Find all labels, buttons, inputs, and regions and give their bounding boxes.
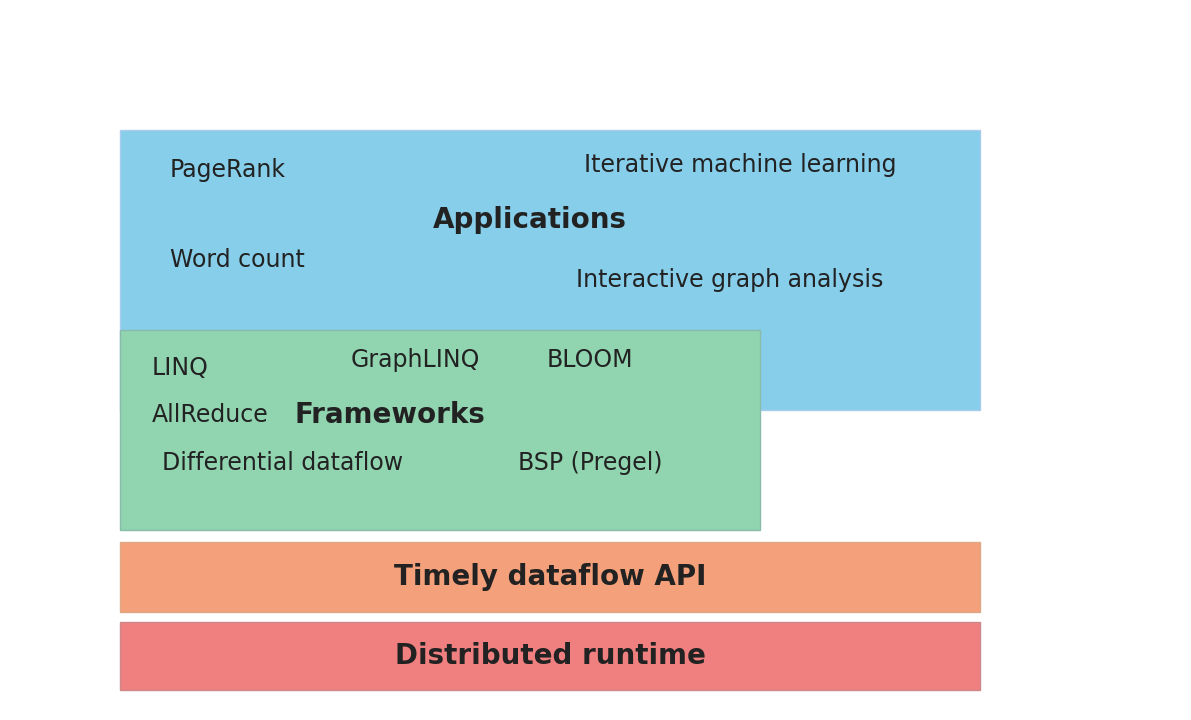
Text: GraphLINQ: GraphLINQ — [350, 348, 480, 372]
Text: Distributed runtime: Distributed runtime — [394, 642, 705, 670]
Text: BLOOM: BLOOM — [547, 348, 634, 372]
Bar — [120, 542, 980, 612]
Text: Frameworks: Frameworks — [294, 401, 486, 429]
Text: PageRank: PageRank — [170, 158, 286, 182]
Text: Iterative machine learning: Iterative machine learning — [584, 153, 897, 177]
Text: Differential dataflow: Differential dataflow — [162, 451, 403, 475]
Text: Interactive graph analysis: Interactive graph analysis — [576, 268, 884, 292]
Text: Word count: Word count — [170, 248, 305, 272]
Text: LINQ: LINQ — [152, 356, 208, 380]
Bar — [120, 130, 980, 410]
Text: Timely dataflow API: Timely dataflow API — [394, 563, 706, 591]
Bar — [120, 330, 760, 530]
Bar — [120, 622, 980, 690]
Text: AllReduce: AllReduce — [152, 403, 269, 427]
Text: Applications: Applications — [434, 206, 626, 234]
Text: BSP (Pregel): BSP (Pregel) — [518, 451, 662, 475]
